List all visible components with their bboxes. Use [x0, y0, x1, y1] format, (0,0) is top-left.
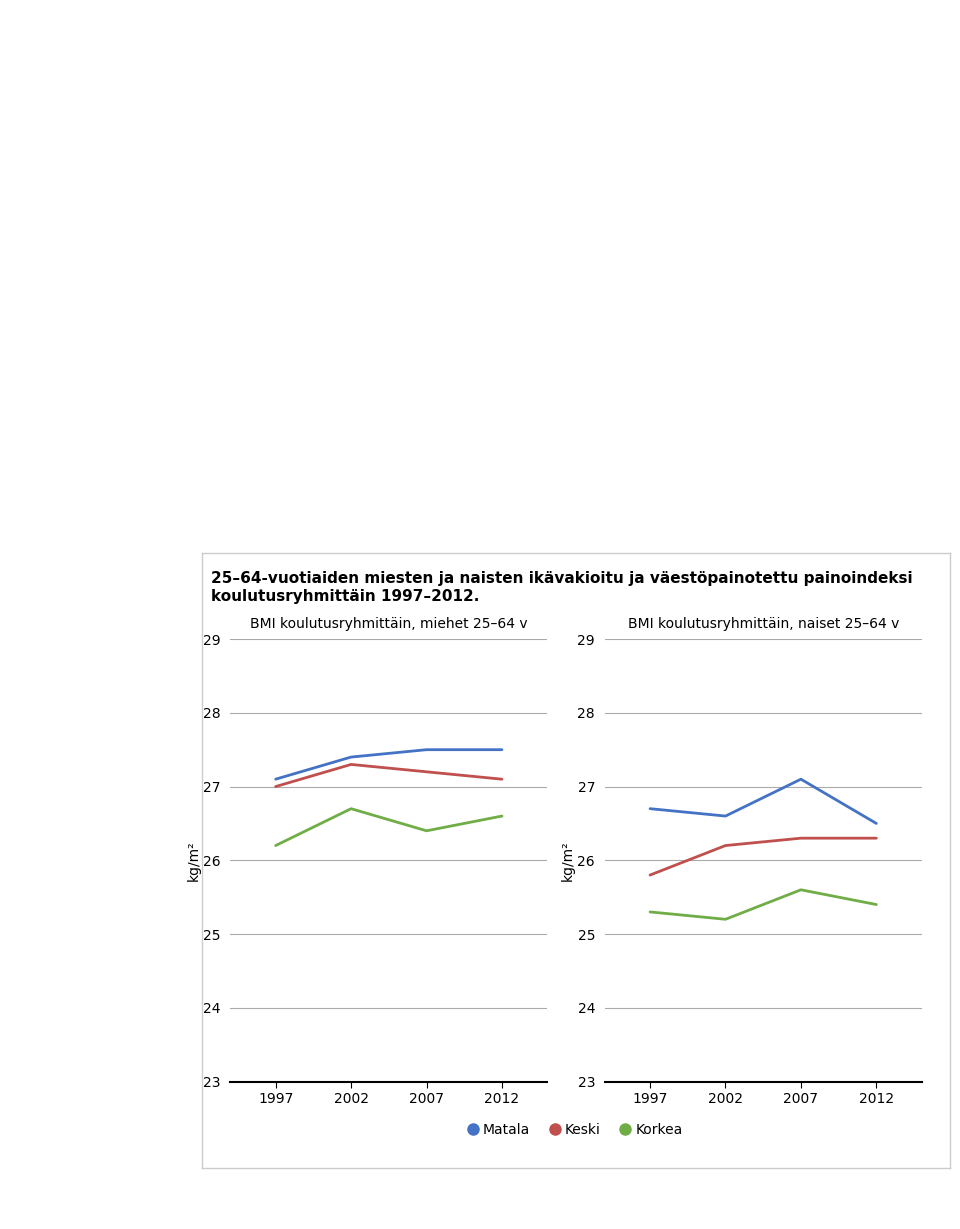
Y-axis label: kg/m²: kg/m² [561, 839, 575, 881]
Legend: Matala, Keski, Korkea: Matala, Keski, Korkea [464, 1117, 688, 1142]
Title: BMI koulutusryhmittäin, miehet 25–64 v: BMI koulutusryhmittäin, miehet 25–64 v [250, 617, 528, 630]
Title: BMI koulutusryhmittäin, naiset 25–64 v: BMI koulutusryhmittäin, naiset 25–64 v [628, 617, 899, 630]
Y-axis label: kg/m²: kg/m² [186, 839, 201, 881]
Text: 25–64-vuotiaiden miesten ja naisten ikävakioitu ja väestöpainotettu painoindeksi: 25–64-vuotiaiden miesten ja naisten ikäv… [211, 571, 913, 603]
